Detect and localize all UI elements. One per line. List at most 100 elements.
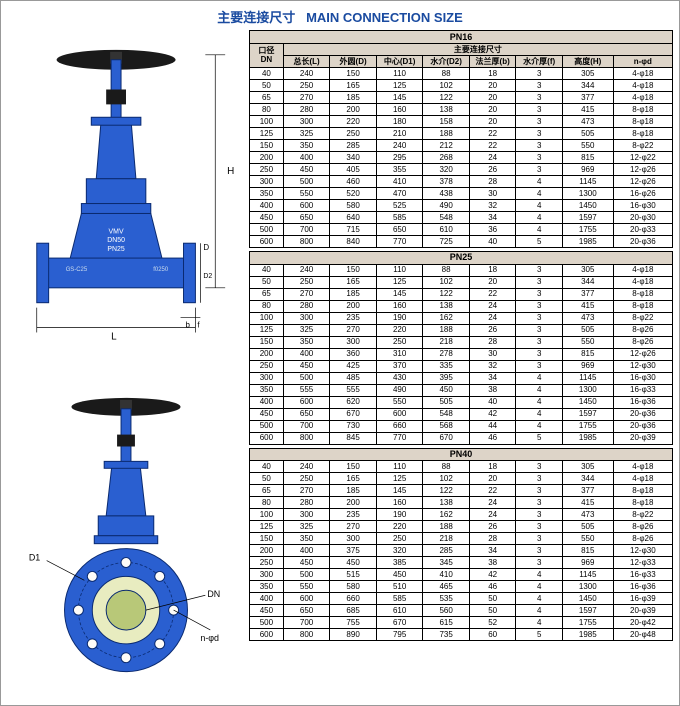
table-cell: 8-φ26 [613,336,672,348]
table-cell: 890 [330,629,377,641]
table-row: 802802001601382434158-φ18 [250,300,673,312]
table-cell: 20 [469,115,516,127]
table-cell: 450 [250,211,284,223]
table-cell: 36 [469,223,516,235]
table-cell: 22 [469,485,516,497]
table-row: 1253252702201882635058-φ26 [250,324,673,336]
table-cell: 250 [250,360,284,372]
table-cell: 450 [250,605,284,617]
table-cell: 500 [250,617,284,629]
table-cell: 670 [330,408,377,420]
table-cell: 3 [516,348,563,360]
table-cell: 3 [516,557,563,569]
table-cell: 150 [330,67,377,79]
table-cell: 40 [250,67,284,79]
table-row: 350550520470438304130016-φ26 [250,187,673,199]
table-cell: 515 [330,569,377,581]
table-cell: 188 [423,127,470,139]
table-cell: 3 [516,485,563,497]
table-cell: 12-φ26 [613,175,672,187]
table-cell: 4 [516,223,563,235]
table-cell: 158 [423,115,470,127]
table-cell: 800 [283,235,330,247]
table-cell: 20 [469,79,516,91]
table-cell: 220 [330,115,377,127]
table-row: 1003002351901622434738-φ22 [250,509,673,521]
table-cell: 138 [423,300,470,312]
table-cell: 20-φ36 [613,420,672,432]
table-cell: 20-φ39 [613,605,672,617]
table-cell: 145 [376,91,423,103]
table-row: 1503503002502182835508-φ26 [250,336,673,348]
table-cell: 20-φ30 [613,211,672,223]
table-cell: 24 [469,509,516,521]
table-cell: 100 [250,509,284,521]
table-cell: 969 [562,360,613,372]
table-cell: 24 [469,312,516,324]
table-cell: 3 [516,276,563,288]
table-cell: 3 [516,139,563,151]
table-cell: 320 [376,545,423,557]
table-row: 500700715650610364175520-φ33 [250,223,673,235]
col-5: 水介厚(f) [516,55,563,67]
table-cell: 165 [330,79,377,91]
table-cell: 525 [376,199,423,211]
table-cell: 600 [283,593,330,605]
table-cell: 295 [376,151,423,163]
table-cell: 102 [423,473,470,485]
table-cell: 500 [250,420,284,432]
table-cell: 3 [516,521,563,533]
table-cell: 300 [283,312,330,324]
table-cell: 4 [516,199,563,211]
table-row: 350555555490450384130016-φ33 [250,384,673,396]
col-0: 总长(L) [283,55,330,67]
table-cell: 610 [423,223,470,235]
table-cell: 240 [376,139,423,151]
diagram-column: VMV DN50 PN25 GS-C25 f0250 H D D2 [7,30,245,699]
table-cell: 405 [330,163,377,175]
table-cell: 16-φ36 [613,581,672,593]
section-head-PN40: PN40 [250,448,673,461]
table-cell: 102 [423,276,470,288]
table-cell: 300 [250,569,284,581]
table-cell: 415 [562,103,613,115]
table-cell: 145 [376,288,423,300]
table-cell: 270 [330,324,377,336]
table-cell: 800 [283,629,330,641]
table-cell: 585 [376,211,423,223]
table-cell: 840 [330,235,377,247]
dim-d1: D1 [29,553,40,563]
table-cell: 560 [423,605,470,617]
table-cell: 280 [283,497,330,509]
table-cell: 4 [516,372,563,384]
table-row: 500700755670615524175520-φ42 [250,617,673,629]
table-cell: 16-φ39 [613,593,672,605]
table-row: 652701851451222233778-φ18 [250,288,673,300]
table-row: 502501651251022033444-φ18 [250,276,673,288]
table-cell: 162 [423,509,470,521]
table-cell: 550 [562,533,613,545]
table-cell: 24 [469,151,516,163]
table-cell: 218 [423,533,470,545]
table-cell: 250 [250,557,284,569]
table-cell: 600 [250,629,284,641]
table-cell: 160 [376,103,423,115]
table-cell: 550 [283,581,330,593]
page-container: 主要连接尺寸 MAIN CONNECTION SIZE [0,0,680,706]
table-cell: 22 [469,127,516,139]
table-cell: 40 [250,264,284,276]
table-cell: 50 [469,605,516,617]
table-cell: 450 [330,557,377,569]
table-cell: 3 [516,324,563,336]
table-cell: 12-φ26 [613,348,672,360]
table-cell: 188 [423,324,470,336]
table-cell: 344 [562,79,613,91]
table-cell: 4-φ18 [613,79,672,91]
table-cell: 240 [283,461,330,473]
table-row: 20040036031027830381512-φ26 [250,348,673,360]
table-cell: 350 [283,139,330,151]
table-cell: 138 [423,103,470,115]
table-cell: 730 [330,420,377,432]
table-cell: 16-φ26 [613,187,672,199]
table-cell: 110 [376,264,423,276]
